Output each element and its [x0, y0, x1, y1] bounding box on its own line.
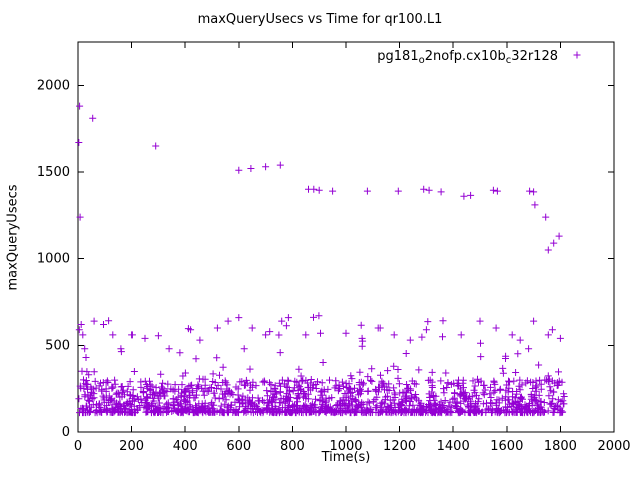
x-tick-label: 200 [119, 439, 144, 454]
scatter-points [75, 102, 568, 417]
x-tick-label: 1600 [490, 439, 523, 454]
x-tick-label: 1400 [437, 439, 470, 454]
chart-title: maxQueryUsecs vs Time for qr100.L1 [197, 12, 443, 27]
x-tick-label: 1800 [544, 439, 577, 454]
x-tick-label: 800 [280, 439, 305, 454]
y-tick-label: 0 [62, 425, 70, 440]
y-tick-label: 2000 [37, 78, 70, 93]
legend-marker [573, 51, 581, 59]
x-tick-label: 400 [173, 439, 198, 454]
y-axis-label-wrap: maxQueryUsecs [4, 42, 22, 432]
legend-label: pg181o2nofp.cx10bc32r128 [377, 49, 558, 66]
x-tick-label: 1200 [383, 439, 416, 454]
y-tick-label: 1000 [37, 252, 70, 267]
y-axis-label: maxQueryUsecs [5, 183, 21, 291]
x-tick-label: 0 [74, 439, 82, 454]
x-tick-label: 2000 [597, 439, 630, 454]
y-tick-label: 500 [45, 338, 70, 353]
y-tick-label: 1500 [37, 165, 70, 180]
x-tick-label: 1000 [329, 439, 362, 454]
x-tick-label: 600 [226, 439, 251, 454]
plot-border [77, 41, 615, 433]
x-axis-label: Time(s) [321, 450, 371, 465]
